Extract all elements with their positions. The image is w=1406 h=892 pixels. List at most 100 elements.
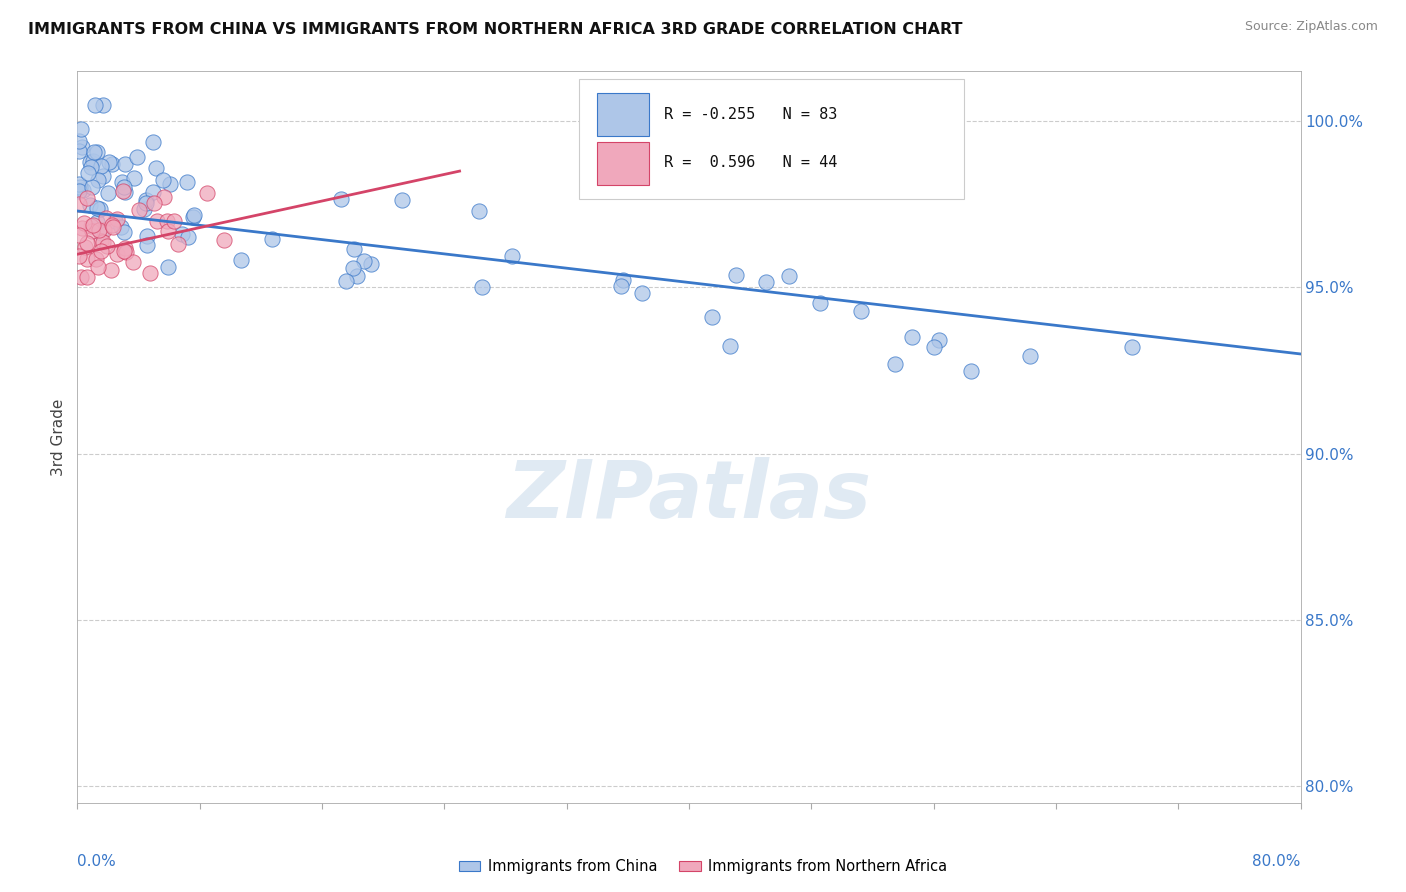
- Point: [167, 237, 190, 252]
- Point: [467, 203, 489, 218]
- Point: [104, 214, 127, 228]
- Point: [139, 266, 162, 280]
- Point: [501, 249, 523, 263]
- Point: [884, 358, 907, 372]
- Point: [142, 135, 165, 149]
- Point: [114, 157, 136, 171]
- Point: [901, 330, 924, 344]
- Point: [1019, 349, 1042, 363]
- Point: [143, 196, 166, 211]
- Text: ZIPatlas: ZIPatlas: [506, 457, 872, 534]
- Point: [67, 178, 90, 192]
- Point: [70, 140, 93, 154]
- Point: [114, 241, 136, 255]
- Point: [105, 211, 128, 226]
- Point: [72, 183, 94, 197]
- Point: [153, 190, 176, 204]
- Text: 0.0%: 0.0%: [77, 854, 117, 869]
- Text: IMMIGRANTS FROM CHINA VS IMMIGRANTS FROM NORTHERN AFRICA 3RD GRADE CORRELATION C: IMMIGRANTS FROM CHINA VS IMMIGRANTS FROM…: [28, 22, 963, 37]
- Point: [181, 210, 204, 224]
- Point: [630, 285, 652, 300]
- Point: [163, 213, 186, 227]
- FancyBboxPatch shape: [598, 94, 648, 136]
- Point: [928, 333, 950, 347]
- Point: [110, 219, 132, 234]
- Point: [335, 274, 357, 288]
- Point: [610, 279, 633, 293]
- Point: [90, 234, 112, 248]
- Point: [114, 244, 136, 259]
- Point: [67, 134, 90, 148]
- Point: [112, 185, 135, 199]
- Point: [76, 270, 98, 285]
- Point: [76, 252, 98, 266]
- Point: [922, 340, 945, 354]
- Point: [96, 239, 118, 253]
- Point: [86, 173, 108, 187]
- Point: [89, 226, 111, 240]
- Point: [67, 145, 90, 159]
- Point: [82, 218, 104, 232]
- Point: [69, 180, 91, 194]
- Legend: Immigrants from China, Immigrants from Northern Africa: Immigrants from China, Immigrants from N…: [453, 854, 953, 880]
- Point: [135, 193, 157, 207]
- Point: [73, 240, 96, 254]
- Point: [89, 202, 111, 216]
- Point: [114, 185, 136, 199]
- Point: [157, 260, 180, 274]
- Point: [91, 235, 114, 249]
- Point: [112, 225, 135, 239]
- Point: [103, 220, 125, 235]
- Point: [76, 191, 98, 205]
- Point: [172, 227, 194, 241]
- Point: [329, 192, 352, 206]
- Point: [128, 202, 150, 217]
- Point: [97, 154, 120, 169]
- Point: [80, 219, 103, 233]
- Point: [145, 161, 167, 176]
- Point: [959, 363, 981, 377]
- Point: [82, 154, 104, 169]
- Point: [229, 252, 252, 267]
- Point: [122, 255, 145, 269]
- Point: [360, 257, 382, 271]
- Point: [142, 185, 165, 199]
- Point: [91, 97, 114, 112]
- Point: [122, 171, 145, 186]
- Point: [83, 145, 105, 160]
- Point: [391, 193, 413, 207]
- Point: [93, 223, 115, 237]
- Point: [343, 242, 366, 256]
- Point: [110, 175, 132, 189]
- Point: [90, 159, 112, 173]
- Text: R = -0.255   N = 83: R = -0.255 N = 83: [665, 107, 838, 122]
- Point: [135, 196, 157, 211]
- Point: [260, 232, 283, 246]
- Point: [808, 296, 831, 310]
- Point: [134, 202, 156, 216]
- Text: R =  0.596   N = 44: R = 0.596 N = 44: [665, 155, 838, 170]
- Point: [94, 211, 117, 225]
- Point: [67, 184, 90, 198]
- Point: [76, 166, 98, 180]
- Point: [87, 223, 110, 237]
- Point: [79, 198, 101, 212]
- Point: [97, 186, 120, 200]
- FancyBboxPatch shape: [598, 142, 648, 185]
- Point: [1121, 340, 1143, 354]
- Point: [67, 227, 90, 242]
- Point: [612, 273, 634, 287]
- Point: [214, 233, 236, 247]
- Point: [80, 224, 103, 238]
- Point: [177, 229, 200, 244]
- Point: [76, 236, 98, 251]
- Point: [80, 160, 103, 174]
- Point: [79, 154, 101, 169]
- Point: [112, 179, 135, 194]
- Point: [471, 280, 494, 294]
- Point: [346, 269, 368, 284]
- Point: [67, 197, 90, 211]
- Point: [849, 303, 872, 318]
- Point: [778, 268, 800, 283]
- Point: [125, 150, 148, 164]
